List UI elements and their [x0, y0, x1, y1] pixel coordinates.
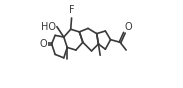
Text: O: O — [125, 22, 132, 32]
Text: F: F — [69, 5, 74, 15]
Text: HO: HO — [41, 22, 56, 32]
Text: O: O — [39, 39, 47, 49]
